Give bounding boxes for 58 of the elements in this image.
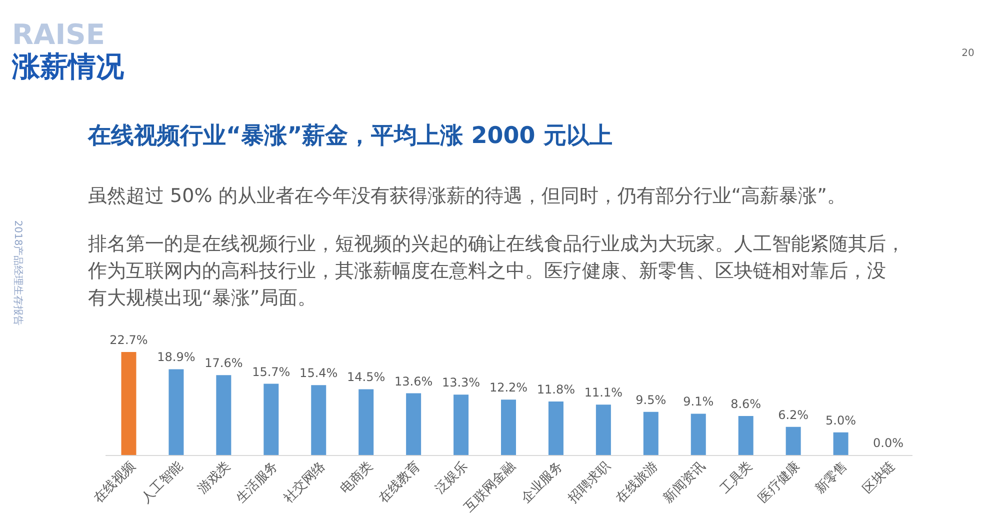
x-tick-label: 泛娱乐 bbox=[432, 458, 471, 497]
chart-title: 涨薪情况 bbox=[11, 50, 125, 83]
text: RAISE bbox=[12, 18, 105, 51]
data-label: 13.6% bbox=[394, 374, 433, 388]
bar bbox=[216, 375, 232, 455]
text: 20 bbox=[962, 48, 974, 59]
bar bbox=[786, 426, 801, 455]
data-label: 5.0% bbox=[826, 413, 856, 428]
data-label: 22.7% bbox=[110, 333, 148, 347]
data-label: 0.0% bbox=[873, 436, 904, 450]
data-label: 11.8% bbox=[536, 382, 576, 396]
x-tick-label: 新闻资讯 bbox=[660, 458, 708, 506]
data-label: 12.2% bbox=[489, 380, 528, 395]
bar bbox=[358, 389, 374, 455]
x-tick-label: 生活服务 bbox=[234, 458, 282, 506]
data-label: 18.9% bbox=[157, 350, 196, 364]
data-label: 17.6% bbox=[204, 356, 243, 370]
data-label: 9.5% bbox=[636, 392, 666, 407]
bar bbox=[643, 412, 658, 455]
bar bbox=[406, 393, 422, 455]
data-label: 14.5% bbox=[347, 370, 386, 384]
chart-subtitle: 在线视频行业“暴涨”薪金，平均上涨 2000 元以上 bbox=[87, 123, 612, 149]
x-tick-label: 电商类 bbox=[338, 458, 376, 497]
text: 虽然超过 50% 的从业者在今年没有获得涨薪的待遇，但同时，仍有部分行业“高薪暴涨”。 bbox=[88, 185, 846, 207]
text: 有大规模出现“暴涨”局面。 bbox=[88, 287, 317, 309]
x-tick-label: 在线视频 bbox=[91, 458, 139, 506]
bar bbox=[596, 404, 611, 455]
data-label: 13.3% bbox=[442, 376, 480, 390]
x-tick-label: 工具类 bbox=[718, 458, 756, 497]
data-label: 11.1% bbox=[584, 386, 623, 400]
bar bbox=[738, 416, 754, 455]
x-tick-label: 在线旅游 bbox=[613, 458, 661, 506]
bar bbox=[501, 400, 516, 455]
x-tick-label: 在线教育 bbox=[375, 458, 424, 506]
x-tick-label: 医疗健康 bbox=[756, 458, 804, 506]
data-label: 15.7% bbox=[252, 364, 290, 379]
bar bbox=[264, 384, 279, 455]
text: 2018产品经理生存报告 bbox=[12, 220, 24, 326]
x-tick-label: 新零售 bbox=[812, 458, 851, 497]
bar bbox=[690, 414, 706, 455]
bar bbox=[548, 401, 564, 455]
x-tick-label: 游戏类 bbox=[195, 458, 234, 497]
text: 排名第一的是在线视频行业，短视频的兴起的确让在线食品行业成为大玩家。人工智能紧随其后， bbox=[88, 233, 905, 255]
bar bbox=[454, 394, 469, 455]
data-label: 8.6% bbox=[730, 396, 762, 411]
bar bbox=[121, 352, 136, 455]
text: 作为互联网内的高科技行业，其涨薪幅度在意料之中。医疗健康、新零售、区块链相对靠后，没 bbox=[87, 260, 886, 282]
data-label: 15.4% bbox=[300, 366, 338, 380]
x-tick-label: 企业服务 bbox=[518, 458, 566, 506]
x-tick-label: 区块链 bbox=[860, 458, 898, 497]
bar bbox=[311, 385, 326, 455]
data-label: 9.1% bbox=[683, 394, 714, 409]
bar bbox=[833, 432, 848, 455]
data-label: 6.2% bbox=[778, 408, 809, 422]
x-tick-label: 人工智能 bbox=[138, 458, 186, 506]
x-tick-label: 社交网络 bbox=[280, 458, 329, 506]
bar bbox=[168, 369, 184, 455]
x-tick-label: 招聘求职 bbox=[565, 458, 614, 507]
